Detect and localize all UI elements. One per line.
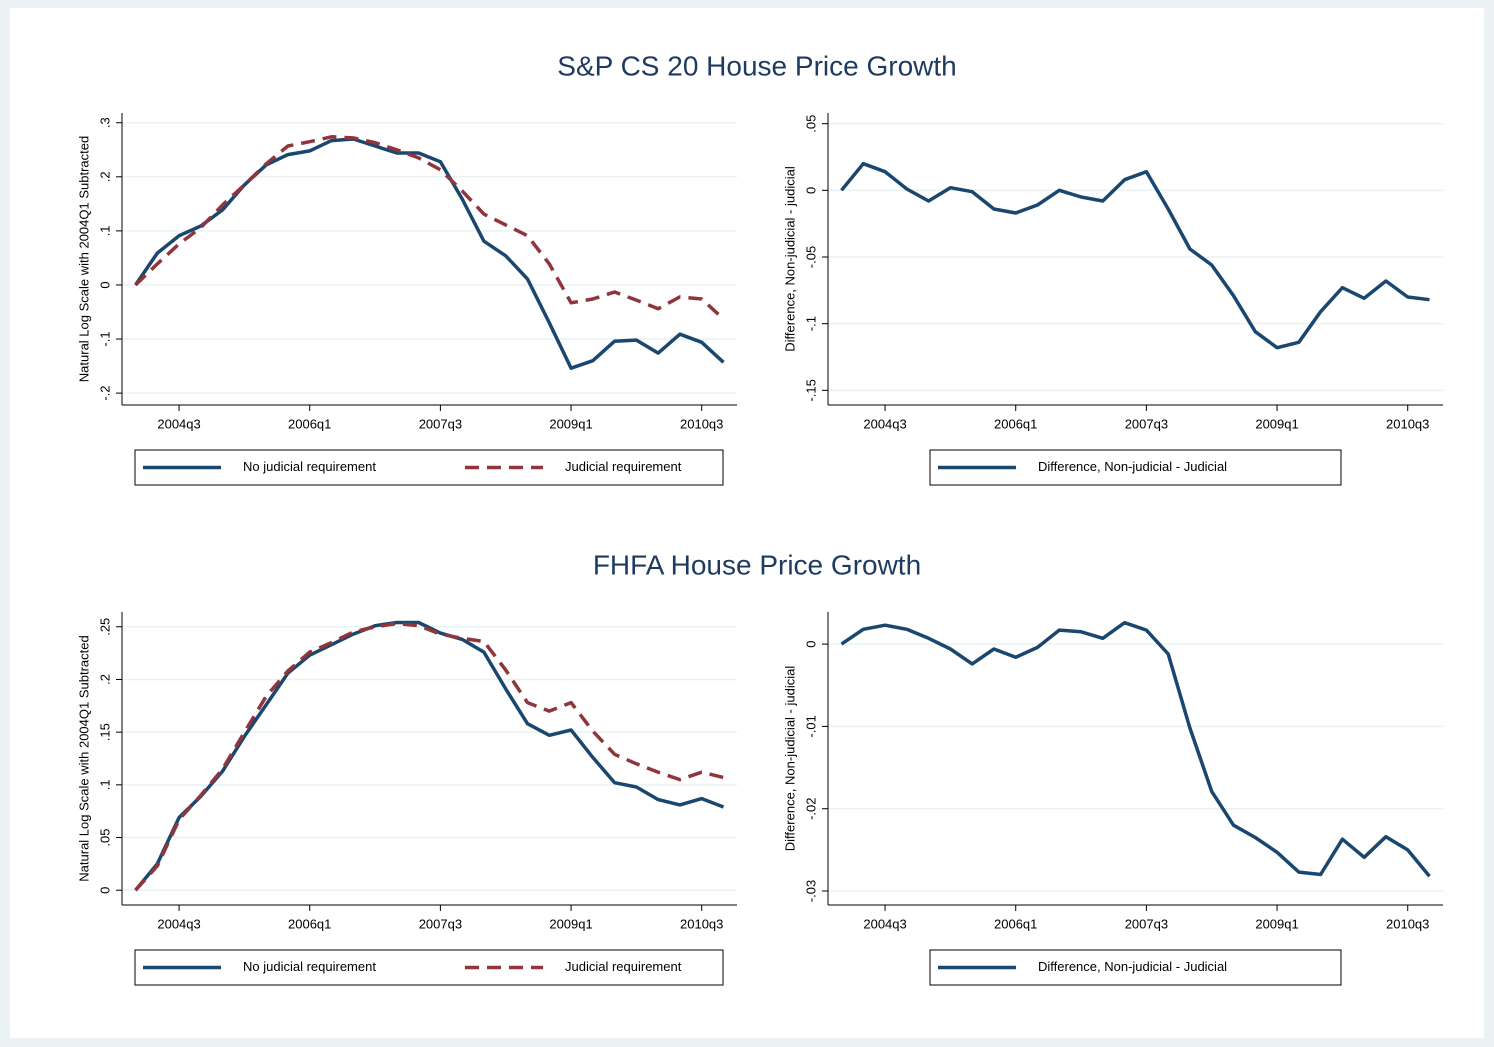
x-tick-label: 2004q3 bbox=[863, 916, 906, 931]
legend-label: Judicial requirement bbox=[565, 959, 682, 974]
y-tick-label: -.02 bbox=[803, 798, 818, 820]
y-axis-label: Natural Log Scale with 2004Q1 Subtracted bbox=[76, 136, 91, 382]
y-tick-label: 0 bbox=[803, 187, 818, 194]
x-tick-label: 2009q1 bbox=[1255, 416, 1298, 431]
x-tick-label: 2007q3 bbox=[1125, 416, 1168, 431]
y-tick-label: -.2 bbox=[97, 386, 112, 401]
x-tick-label: 2007q3 bbox=[419, 916, 462, 931]
y-tick-label: -.1 bbox=[803, 316, 818, 331]
x-tick-label: 2006q1 bbox=[288, 416, 331, 431]
y-tick-label: -.05 bbox=[803, 246, 818, 268]
legend-label: No judicial requirement bbox=[243, 959, 376, 974]
y-tick-label: 0 bbox=[803, 640, 818, 647]
x-tick-label: 2004q3 bbox=[157, 916, 200, 931]
x-tick-label: 2010q3 bbox=[680, 916, 723, 931]
y-tick-label: .1 bbox=[97, 225, 112, 236]
graph-region bbox=[10, 8, 1484, 1038]
y-tick-label: .15 bbox=[97, 723, 112, 741]
x-tick-label: 2006q1 bbox=[994, 416, 1037, 431]
y-tick-label: -.01 bbox=[803, 715, 818, 737]
x-tick-label: 2006q1 bbox=[994, 916, 1037, 931]
y-tick-label: 0 bbox=[97, 887, 112, 894]
y-tick-label: .25 bbox=[97, 618, 112, 636]
y-tick-label: .2 bbox=[97, 171, 112, 182]
x-tick-label: 2009q1 bbox=[549, 916, 592, 931]
series-line bbox=[134, 621, 724, 892]
y-tick-label: -.15 bbox=[803, 379, 818, 401]
y-tick-label: .05 bbox=[97, 829, 112, 847]
x-tick-label: 2010q3 bbox=[1386, 416, 1429, 431]
series-line bbox=[134, 620, 725, 892]
series-line bbox=[840, 161, 1430, 350]
x-tick-label: 2010q3 bbox=[1386, 916, 1429, 931]
x-tick-label: 2007q3 bbox=[1125, 916, 1168, 931]
x-tick-label: 2009q1 bbox=[1255, 916, 1298, 931]
section-title: S&P CS 20 House Price Growth bbox=[557, 50, 956, 81]
y-tick-label: .1 bbox=[97, 779, 112, 790]
x-tick-label: 2010q3 bbox=[680, 416, 723, 431]
legend-label: Difference, Non-judicial - Judicial bbox=[1038, 459, 1227, 474]
y-axis-label: Difference, Non-judicial - judicial bbox=[782, 166, 797, 352]
y-tick-label: .3 bbox=[97, 117, 112, 128]
x-tick-label: 2007q3 bbox=[419, 416, 462, 431]
legend-label: Judicial requirement bbox=[565, 459, 682, 474]
x-tick-label: 2009q1 bbox=[549, 416, 592, 431]
legend-label: No judicial requirement bbox=[243, 459, 376, 474]
y-tick-label: .05 bbox=[803, 115, 818, 133]
legend-box bbox=[134, 449, 724, 486]
y-tick-label: .2 bbox=[97, 674, 112, 685]
x-tick-label: 2004q3 bbox=[157, 416, 200, 431]
series-line bbox=[840, 620, 1431, 878]
section-title: FHFA House Price Growth bbox=[593, 549, 921, 580]
y-tick-label: -.03 bbox=[803, 880, 818, 902]
x-tick-label: 2004q3 bbox=[863, 416, 906, 431]
legend-label: Difference, Non-judicial - Judicial bbox=[1038, 959, 1227, 974]
y-tick-label: -.1 bbox=[97, 331, 112, 346]
y-tick-label: 0 bbox=[97, 281, 112, 288]
y-axis-label: Difference, Non-judicial - judicial bbox=[782, 666, 797, 852]
y-axis-label: Natural Log Scale with 2004Q1 Subtracted bbox=[76, 635, 91, 881]
legend-box bbox=[134, 949, 724, 986]
series-line bbox=[134, 137, 725, 370]
x-tick-label: 2006q1 bbox=[288, 916, 331, 931]
series-line bbox=[134, 135, 725, 321]
